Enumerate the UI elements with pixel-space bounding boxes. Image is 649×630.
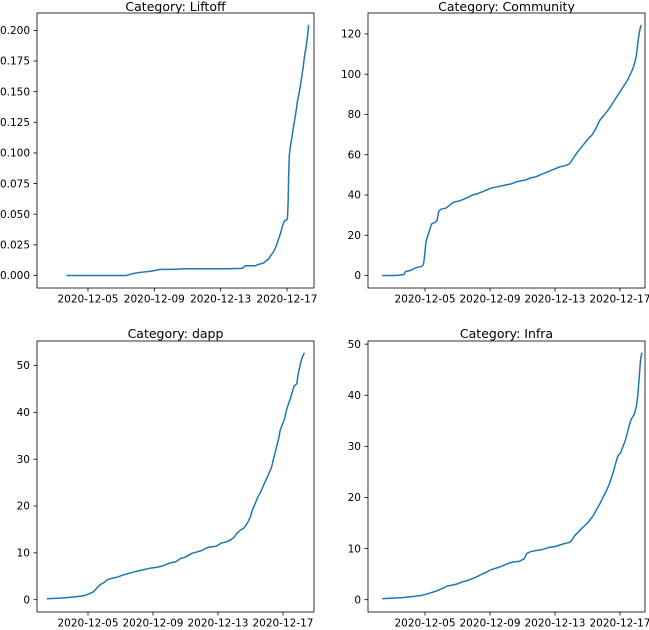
chart-title-liftoff: Category: Liftoff <box>125 0 226 14</box>
x-tick-label: 2020-12-05 <box>57 294 118 306</box>
y-tick-label: 40 <box>17 407 30 419</box>
chart-title-infra: Category: Infra <box>459 326 554 341</box>
y-tick-label: 0.125 <box>0 117 30 129</box>
x-tick-label: 2020-12-09 <box>459 294 520 306</box>
liftoff-line <box>66 24 310 277</box>
subplot-community: 2020-12-05 2020-12-09 2020-12-13 2020-12-17… <box>341 12 649 306</box>
y-tick-label: 20 <box>348 230 361 242</box>
y-tick-label: 40 <box>348 190 361 202</box>
x-tick-label: 2020-12-13 <box>187 618 248 630</box>
y-tick-label: 20 <box>348 492 361 504</box>
y-tick-label: 30 <box>348 441 361 453</box>
x-tick-label: 2020-12-13 <box>524 618 585 630</box>
y-tick-label: 30 <box>17 454 30 466</box>
infra-line <box>382 352 643 600</box>
y-tick-label: 0.150 <box>0 86 30 98</box>
y-tick-label: 0 <box>354 594 361 606</box>
y-tick-label: 0.175 <box>0 56 30 68</box>
chart-title-community: Category: Community <box>438 0 575 14</box>
y-tick-label: 0.100 <box>0 148 30 160</box>
y-tick-label: 0.000 <box>0 270 30 282</box>
y-tick-label: 120 <box>341 29 361 41</box>
y-tick-label: 50 <box>17 360 30 372</box>
x-tick-label: 2020-12-17 <box>589 618 649 630</box>
y-tick-label: 50 <box>348 339 361 351</box>
x-tick-label: 2020-12-09 <box>459 618 520 630</box>
x-tick-label: 2020-12-05 <box>57 618 118 630</box>
y-tick-label: 0.075 <box>0 178 30 190</box>
x-tick-label: 2020-12-13 <box>190 294 251 306</box>
axes-spines <box>36 12 315 289</box>
subplot-infra: 2020-12-05 2020-12-09 2020-12-13 2020-12-17… <box>348 339 649 630</box>
community-line <box>382 24 642 277</box>
y-tick-label: 40 <box>348 390 361 402</box>
x-tick-label: 2020-12-09 <box>124 294 185 306</box>
y-tick-label: 0.025 <box>0 240 30 252</box>
x-tick-label: 2020-12-05 <box>395 294 456 306</box>
y-tick-label: 60 <box>348 149 361 161</box>
subplot-dapp: 2020-12-05 2020-12-09 2020-12-13 2020-12-17… <box>17 340 315 630</box>
y-tick-label: 10 <box>348 543 361 555</box>
dapp-line <box>46 352 305 600</box>
x-tick-label: 2020-12-17 <box>256 294 317 306</box>
y-tick-label: 80 <box>348 109 361 121</box>
x-tick-label: 2020-12-05 <box>395 618 456 630</box>
axes-spines <box>36 340 315 613</box>
axes-spines <box>367 12 646 289</box>
x-tick-label: 2020-12-17 <box>252 618 313 630</box>
x-tick-label: 2020-12-09 <box>122 618 183 630</box>
y-tick-label: 10 <box>17 548 30 560</box>
subplot-liftoff: 2020-12-05 2020-12-09 2020-12-13 2020-12-17… <box>0 12 317 306</box>
y-tick-label: 0 <box>23 594 30 606</box>
axes-spines <box>367 340 646 613</box>
x-tick-label: 2020-12-17 <box>589 294 649 306</box>
y-tick-label: 0 <box>354 270 361 282</box>
x-tick-label: 2020-12-13 <box>524 294 585 306</box>
y-tick-label: 0.050 <box>0 209 30 221</box>
y-tick-label: 100 <box>341 69 361 81</box>
y-tick-label: 20 <box>17 501 30 513</box>
y-tick-label: 0.200 <box>0 25 30 37</box>
chart-title-dapp: Category: dapp <box>127 326 224 341</box>
